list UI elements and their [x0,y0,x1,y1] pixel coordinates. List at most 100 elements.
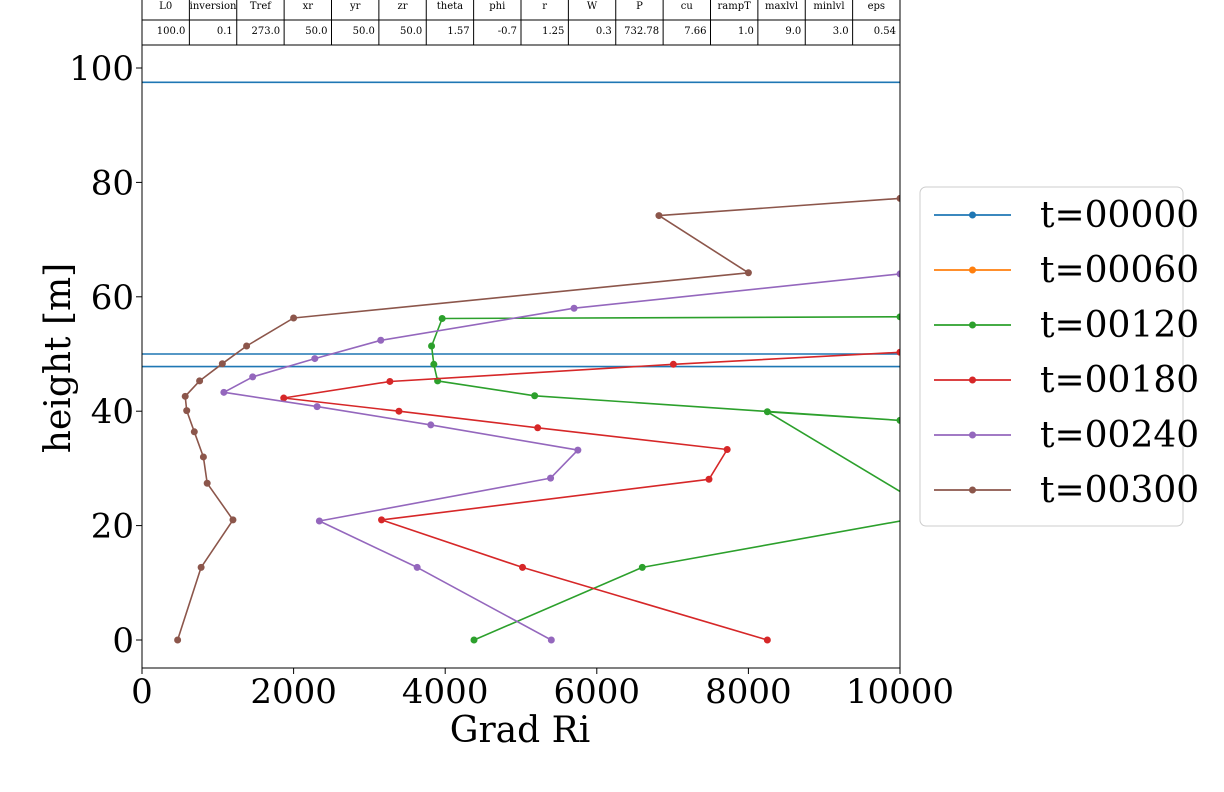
data-point-t=00240 [311,355,319,363]
data-point-t=00240 [313,403,321,411]
data-point-t=00120 [430,360,438,368]
table-header-cell: maxlvl [765,1,798,12]
legend-swatch-marker [969,376,976,384]
x-tick-label: 6000 [554,672,641,712]
table-value-cell: 9.0 [785,26,801,37]
y-tick-label: 100 [69,49,134,89]
table-value-cell: -0.7 [498,26,517,37]
data-point-t=00240 [547,636,555,644]
table-value-cell: 50.0 [400,26,422,37]
y-axis-label: height [m] [38,263,79,453]
table-value-cell: 0.3 [596,26,612,37]
data-point-t=00240 [220,388,228,396]
data-point-t=00120 [531,392,539,400]
table-value-cell: 0.54 [874,26,896,37]
table-header-cell: L0 [159,1,172,12]
table-header-cell: P [636,1,643,12]
data-point-t=00240 [574,446,582,454]
data-point-t=00240 [315,517,323,525]
x-tick-label: 2000 [250,672,337,712]
data-point-t=00180 [378,516,386,524]
y-tick-label: 80 [91,163,134,203]
x-tick-label: 0 [131,672,153,712]
legend-swatch-marker [969,266,976,274]
data-point-t=00240 [547,474,555,482]
table-value-cell: 1.0 [738,26,754,37]
data-point-t=00120 [638,563,646,571]
legend-entry-label: t=00240 [1040,415,1199,456]
series-line-t=00300 [176,197,900,641]
data-point-t=00180 [395,407,403,415]
table-value-cell: 732.78 [624,26,659,37]
table-value-cell: 0.1 [217,26,233,37]
data-point-t=00300 [218,360,226,368]
data-point-t=00240 [896,270,900,278]
table-value-cell: 100.0 [157,26,186,37]
data-point-t=00240 [570,304,578,312]
legend: t=00000 t=00060 t=00120 t=00180 t=00240 t=003… [919,186,1199,527]
table-value-cell: 1.57 [447,26,469,37]
data-point-t=00300 [290,314,298,322]
legend-swatch-marker [969,211,976,219]
data-point-t=00240 [377,336,385,344]
data-point-t=00300 [183,407,191,415]
data-point-t=00180 [763,636,771,644]
data-point-t=00300 [174,636,182,644]
table-header-cell: eps [868,1,885,12]
table-header-cell: Tref [250,1,272,12]
table-header-cell: phi [489,1,505,12]
data-point-t=00180 [705,475,713,483]
table-value-cell: 1.25 [542,26,564,37]
data-point-t=00300 [229,516,237,524]
x-tick-label: 10000 [846,672,954,712]
x-tick-label: 8000 [705,672,792,712]
x-tick-label: 4000 [402,672,489,712]
y-tick-label: 60 [91,278,134,318]
series-line-t=00240 [223,273,900,641]
data-point-t=00300 [655,212,663,220]
data-point-t=00300 [190,428,198,436]
data-point-t=00300 [197,563,205,571]
table-header-cell: W [587,1,598,12]
data-point-t=00120 [896,313,900,321]
data-point-t=00180 [280,394,288,402]
data-point-t=00120 [763,408,771,416]
data-point-t=00180 [896,348,900,356]
data-point-t=00180 [669,360,677,368]
y-tick-label: 40 [91,392,134,432]
data-point-t=00300 [181,392,189,400]
legend-swatch-marker [969,486,976,494]
table-header-cell: cu [681,1,694,12]
legend-entry-label: t=00180 [1040,360,1199,401]
table-header-cell: theta [437,1,463,12]
series-line-t=00180 [282,351,900,641]
legend-entry-label: t=00000 [1040,195,1199,236]
table-header-cell: rampT [718,1,752,12]
y-tick-label: 0 [112,621,134,661]
legend-swatch-marker [969,431,976,439]
data-point-t=00240 [427,421,435,429]
data-point-t=00180 [723,446,731,454]
table-header-cell: xr [303,1,314,12]
data-point-t=00120 [896,416,900,424]
data-point-t=00240 [249,373,257,381]
axes: 0 2000 4000 6000 8000 10000 0 20 40 60 80 100 [69,44,954,712]
table-header-cell: r [542,1,547,12]
plot-area [142,81,900,644]
table-header-cell: yr [349,1,361,12]
data-point-t=00240 [413,563,421,571]
y-tick-label: 20 [91,507,134,547]
table-value-cell: 7.66 [684,26,706,37]
legend-entry-label: t=00300 [1040,470,1199,511]
legend-swatch-marker [969,321,976,329]
table-header-cell: inversion [190,1,237,12]
table-value-cell: 273.0 [251,26,280,37]
data-point-t=00300 [744,269,752,277]
table-value-cell: 3.0 [833,26,849,37]
data-point-t=00180 [386,377,394,385]
legend-entry-label: t=00060 [1040,250,1199,291]
data-point-t=00300 [196,377,204,385]
legend-entry-label: t=00120 [1040,305,1199,346]
